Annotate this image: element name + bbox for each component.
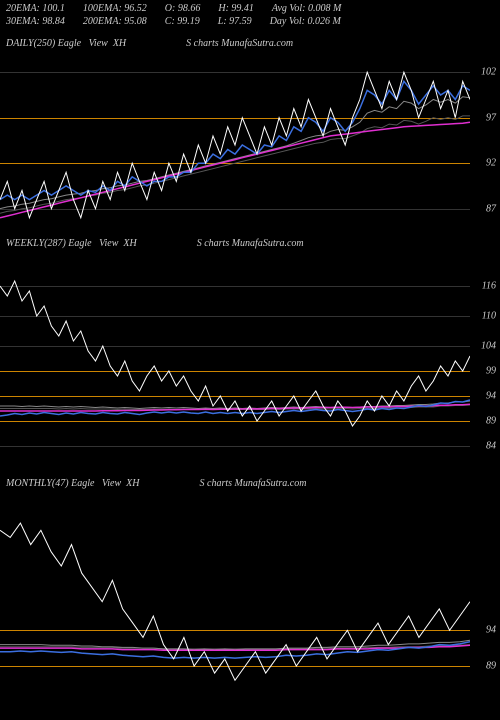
header-row-2: 30EMA: 98.84 200EMA: 95.08 C: 99.19 L: 9… — [6, 15, 474, 28]
series-ema_b — [0, 81, 470, 199]
stat-low: L: 97.59 — [218, 15, 252, 28]
header-stats: 20EMA: 100.1 100EMA: 96.52 O: 98.66 H: 9… — [0, 0, 480, 36]
series-price — [0, 281, 470, 426]
panel-daily: DAILY(250) Eagle View XHS charts MunafaS… — [0, 36, 500, 236]
stat-avgvol: Avg Vol: 0.008 M — [272, 2, 341, 15]
y-tick-label: 104 — [481, 341, 496, 352]
y-tick-label: 87 — [486, 203, 496, 214]
stat-high: H: 99.41 — [218, 2, 254, 15]
y-tick-label: 92 — [486, 158, 496, 169]
y-tick-label: 102 — [481, 67, 496, 78]
chart-plot-monthly — [0, 476, 470, 720]
y-tick-label: 89 — [486, 416, 496, 427]
stat-open: O: 98.66 — [165, 2, 201, 15]
chart-container: { "header": { "row1": { "ema20": "20EMA:… — [0, 0, 500, 720]
stat-dayvol: Day Vol: 0.026 M — [270, 15, 341, 28]
stat-ema20: 20EMA: 100.1 — [6, 2, 65, 15]
y-tick-label: 97 — [486, 112, 496, 123]
y-tick-label: 110 — [482, 311, 496, 322]
stat-ema30: 30EMA: 98.84 — [6, 15, 65, 28]
y-tick-label: 116 — [482, 281, 496, 292]
y-tick-label: 94 — [486, 391, 496, 402]
panel-weekly: WEEKLY(287) Eagle View XHS charts Munafa… — [0, 236, 500, 466]
stat-ema200: 200EMA: 95.08 — [83, 15, 147, 28]
series-ema_g2 — [0, 116, 470, 213]
y-tick-label: 94 — [486, 625, 496, 636]
series-ema_m — [0, 122, 470, 218]
chart-plot-daily — [0, 36, 470, 236]
y-tick-label: 84 — [486, 441, 496, 452]
header-row-1: 20EMA: 100.1 100EMA: 96.52 O: 98.66 H: 9… — [6, 2, 474, 15]
y-tick-label: 89 — [486, 661, 496, 672]
series-ema_g1 — [0, 97, 470, 209]
chart-plot-weekly — [0, 236, 470, 466]
panel-monthly: MONTHLY(47) Eagle View XHS charts Munafa… — [0, 476, 500, 720]
stat-close: C: 99.19 — [165, 15, 200, 28]
series-price — [0, 523, 470, 680]
stat-ema100: 100EMA: 96.52 — [83, 2, 147, 15]
y-tick-label: 99 — [486, 366, 496, 377]
